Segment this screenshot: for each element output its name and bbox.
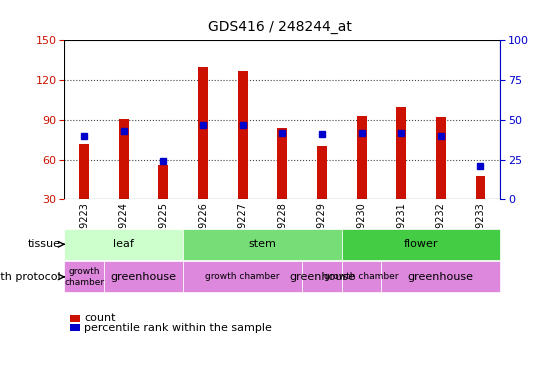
Bar	[158, 165, 168, 199]
Text: GDS416 / 248244_at: GDS416 / 248244_at	[207, 20, 352, 34]
Bar	[277, 128, 287, 199]
Text: growth
chamber: growth chamber	[64, 267, 104, 287]
Text: growth chamber: growth chamber	[324, 272, 399, 281]
Bar	[198, 67, 208, 199]
Text: growth protocol: growth protocol	[0, 272, 60, 282]
Text: greenhouse: greenhouse	[289, 272, 355, 282]
Text: stem: stem	[249, 239, 276, 249]
Text: growth chamber: growth chamber	[205, 272, 280, 281]
Bar	[79, 144, 89, 199]
Text: count: count	[84, 313, 116, 324]
Bar	[64, 40, 500, 199]
Text: greenhouse: greenhouse	[111, 272, 177, 282]
Bar	[396, 107, 406, 199]
Bar	[357, 116, 367, 199]
Bar	[476, 176, 485, 199]
Text: percentile rank within the sample: percentile rank within the sample	[84, 322, 272, 333]
Text: tissue: tissue	[27, 239, 60, 249]
Text: flower: flower	[404, 239, 438, 249]
Text: greenhouse: greenhouse	[408, 272, 474, 282]
Bar	[119, 119, 129, 199]
Bar	[317, 146, 327, 199]
Text: leaf: leaf	[113, 239, 134, 249]
Bar	[238, 71, 248, 199]
Bar	[436, 117, 446, 199]
